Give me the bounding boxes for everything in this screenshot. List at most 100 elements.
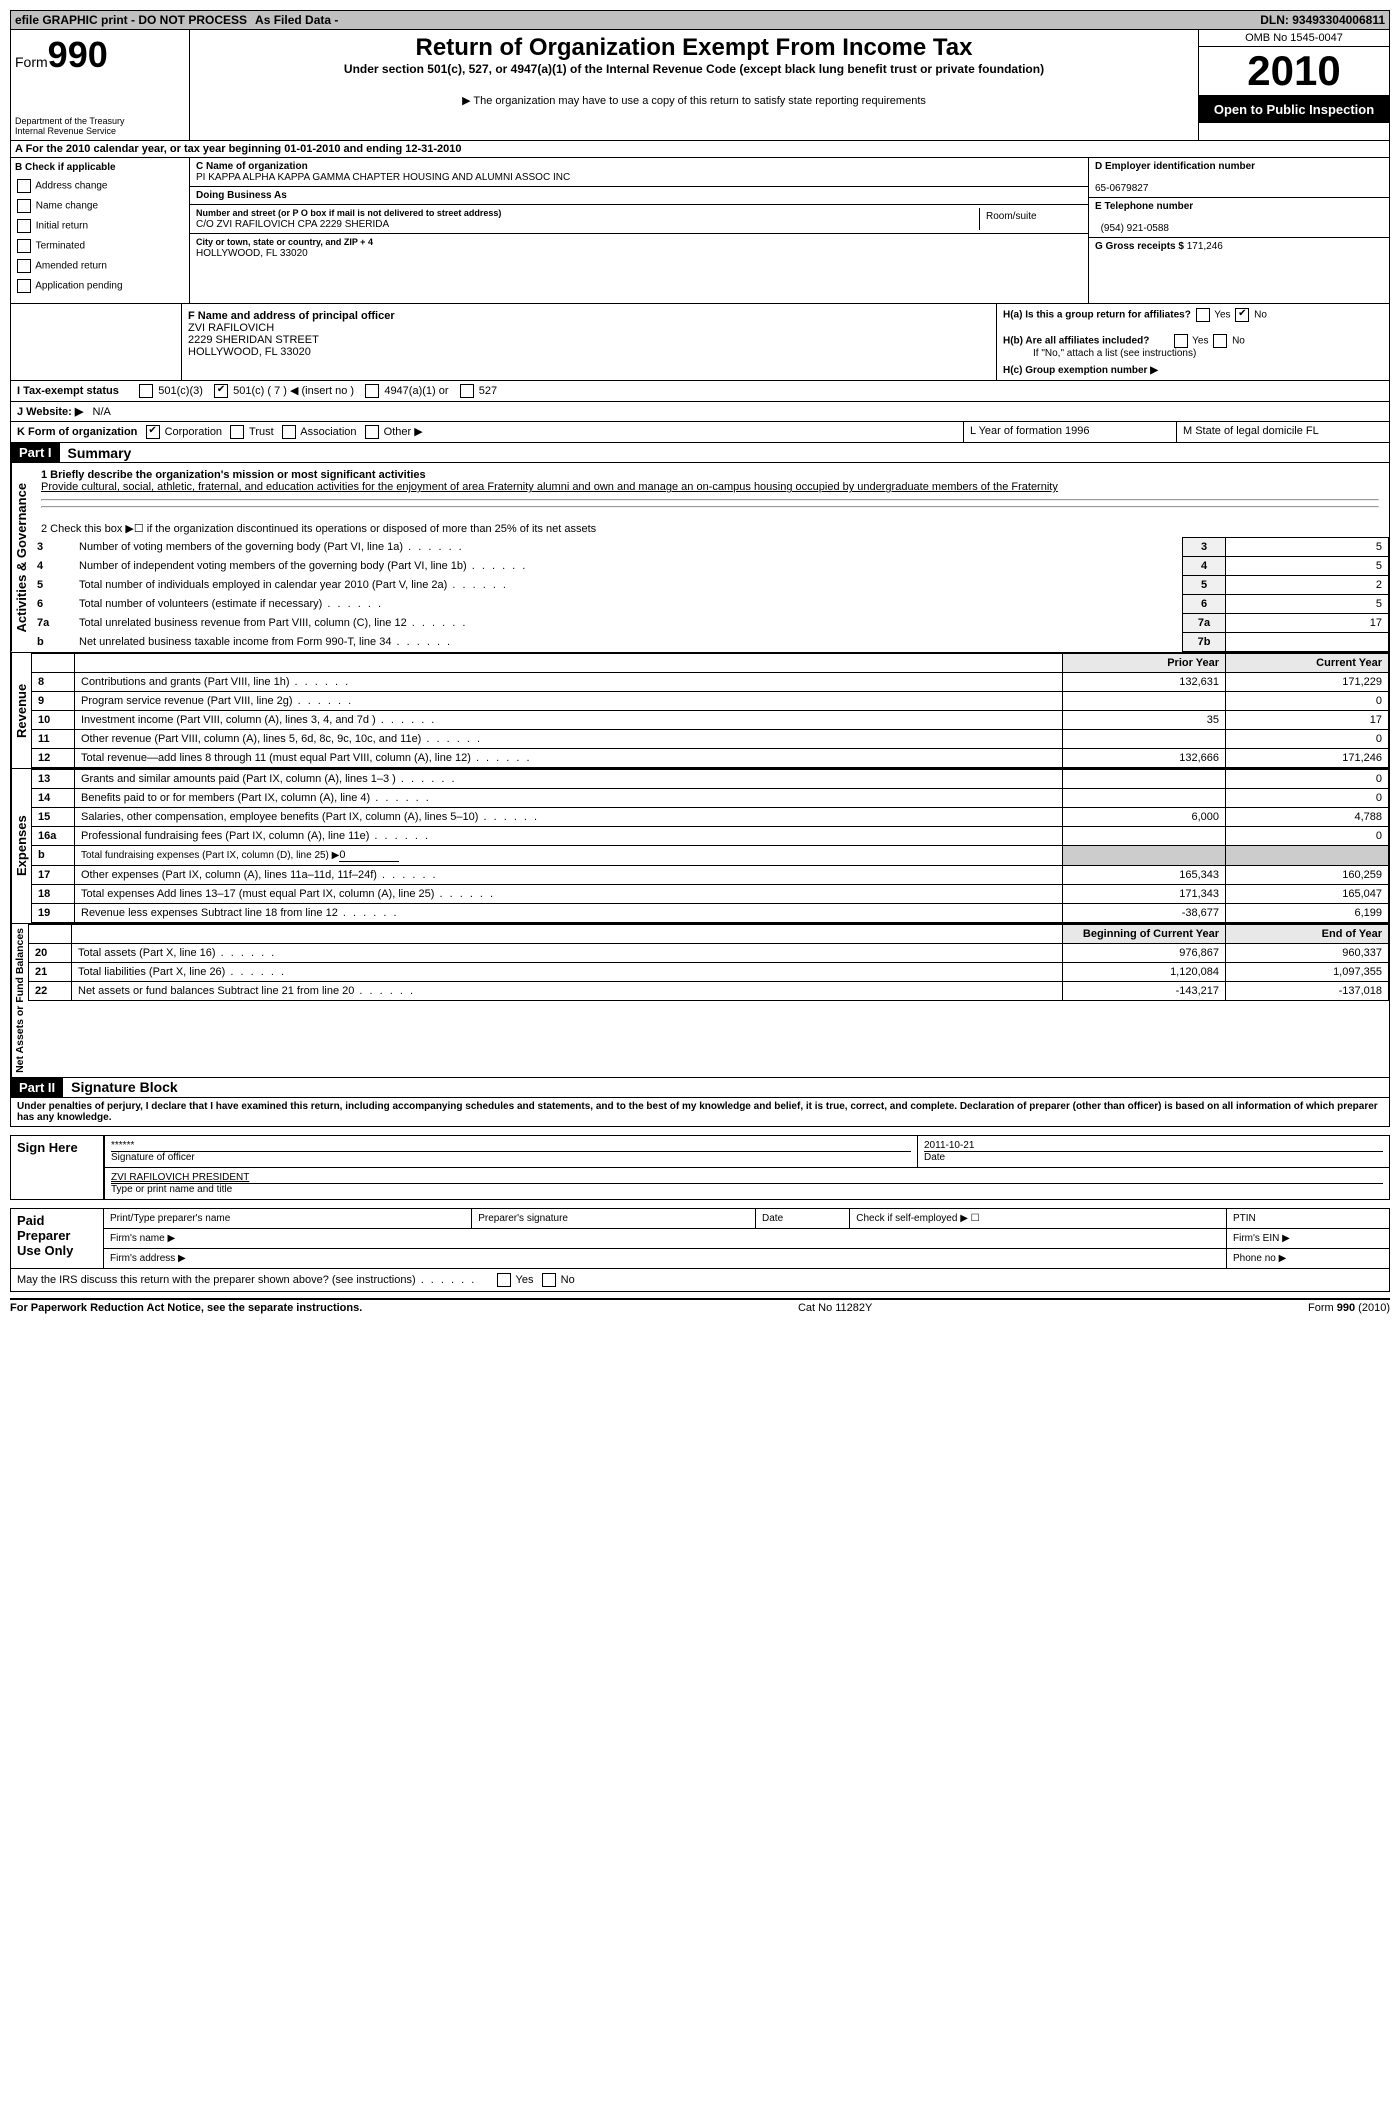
h-a-row: H(a) Is this a group return for affiliat… bbox=[1003, 308, 1383, 322]
part-1-label: Part I bbox=[11, 443, 60, 462]
checkbox[interactable] bbox=[17, 199, 31, 213]
topbar-right: DLN: 93493304006811 bbox=[1260, 13, 1385, 27]
begin-year-header: Beginning of Current Year bbox=[1063, 924, 1226, 943]
page-footer: For Paperwork Reduction Act Notice, see … bbox=[10, 1298, 1390, 1314]
firm-phone-label: Phone no ▶ bbox=[1227, 1248, 1390, 1268]
sign-here-label: Sign Here bbox=[17, 1140, 78, 1155]
part-2-title: Signature Block bbox=[63, 1079, 178, 1095]
b-check-item: Terminated bbox=[15, 239, 185, 253]
gov-row: 5Total number of individuals employed in… bbox=[31, 575, 1389, 594]
c-name-label: C Name of organization bbox=[196, 161, 308, 172]
section-b-checks: B Check if applicable Address change Nam… bbox=[11, 158, 190, 303]
sig-date: 2011-10-21 bbox=[924, 1140, 974, 1151]
gross-value: 171,246 bbox=[1187, 241, 1223, 252]
expenses-table: 13Grants and similar amounts paid (Part … bbox=[31, 769, 1389, 923]
revenue-row: 11Other revenue (Part VIII, column (A), … bbox=[32, 729, 1389, 748]
form-subtitle: Under section 501(c), 527, or 4947(a)(1)… bbox=[200, 62, 1188, 76]
h-a-no-checkbox[interactable]: ✔ bbox=[1235, 308, 1249, 322]
governance-section: Activities & Governance 1 Briefly descri… bbox=[10, 463, 1390, 653]
open-to-public: Open to Public Inspection bbox=[1199, 96, 1389, 123]
revenue-row: 10Investment income (Part VIII, column (… bbox=[32, 710, 1389, 729]
form-title: Return of Organization Exempt From Incom… bbox=[200, 34, 1188, 62]
h-a-label: H(a) Is this a group return for affiliat… bbox=[1003, 310, 1191, 321]
i-opt-checkbox[interactable] bbox=[460, 384, 474, 398]
form-header: Form990 Department of the Treasury Inter… bbox=[10, 30, 1390, 141]
mission-q: 1 Briefly describe the organization's mi… bbox=[41, 469, 426, 481]
expense-row: 15Salaries, other compensation, employee… bbox=[32, 807, 1389, 826]
k-opt-checkbox[interactable] bbox=[365, 425, 379, 439]
officer-name: ZVI RAFILOVICH bbox=[188, 322, 274, 334]
preparer-sig-label: Preparer's signature bbox=[472, 1208, 756, 1228]
k-opt-checkbox[interactable] bbox=[230, 425, 244, 439]
i-opt-checkbox[interactable]: ✔ bbox=[214, 384, 228, 398]
checkbox[interactable] bbox=[17, 219, 31, 233]
dept-irs: Internal Revenue Service bbox=[15, 126, 185, 136]
firm-ein-label: Firm's EIN ▶ bbox=[1227, 1228, 1390, 1248]
part-2-label: Part II bbox=[11, 1078, 63, 1097]
form-org-row: K Form of organization ✔ Corporation Tru… bbox=[10, 422, 1390, 443]
tax-exempt-row: I Tax-exempt status 501(c)(3) ✔ 501(c) (… bbox=[10, 381, 1390, 402]
checkbox[interactable] bbox=[17, 239, 31, 253]
omb-number: OMB No 1545-0047 bbox=[1199, 30, 1389, 47]
org-info-grid: B Check if applicable Address change Nam… bbox=[10, 158, 1390, 304]
section-a-period: A For the 2010 calendar year, or tax yea… bbox=[10, 141, 1390, 158]
phone-label: E Telephone number bbox=[1095, 201, 1193, 212]
k-opt-checkbox[interactable] bbox=[282, 425, 296, 439]
b-check-item: Amended return bbox=[15, 259, 185, 273]
org-city: HOLLYWOOD, FL 33020 bbox=[196, 248, 308, 259]
part-1-title: Summary bbox=[60, 445, 132, 461]
sig-name: ZVI RAFILOVICH PRESIDENT bbox=[111, 1172, 249, 1183]
sig-stars: ****** bbox=[111, 1140, 134, 1151]
revenue-table: Prior Year Current Year 8Contributions a… bbox=[31, 653, 1389, 768]
irs-discuss-no-checkbox[interactable] bbox=[542, 1273, 556, 1287]
expense-row: 14Benefits paid to or for members (Part … bbox=[32, 788, 1389, 807]
dept-treasury: Department of the Treasury bbox=[15, 116, 185, 126]
i-opt-checkbox[interactable] bbox=[365, 384, 379, 398]
revenue-vlabel: Revenue bbox=[11, 653, 31, 768]
form-number: 990 bbox=[48, 34, 108, 75]
efile-top-bar: efile GRAPHIC print - DO NOT PROCESS As … bbox=[10, 10, 1390, 30]
b-check-item: Name change bbox=[15, 199, 185, 213]
officer-group-row: F Name and address of principal officer … bbox=[10, 304, 1390, 381]
prior-year-header: Prior Year bbox=[1063, 653, 1226, 672]
year-formation: L Year of formation 1996 bbox=[963, 422, 1176, 442]
h-c-label: H(c) Group exemption number ▶ bbox=[1003, 365, 1158, 376]
expense-row: 16aProfessional fundraising fees (Part I… bbox=[32, 826, 1389, 845]
k-opt-checkbox[interactable]: ✔ bbox=[146, 425, 160, 439]
irs-discuss-yes-checkbox[interactable] bbox=[497, 1273, 511, 1287]
room-label: Room/suite bbox=[986, 211, 1037, 222]
h-a-yes-checkbox[interactable] bbox=[1196, 308, 1210, 322]
preparer-date-label: Date bbox=[756, 1208, 850, 1228]
expenses-section: Expenses 13Grants and similar amounts pa… bbox=[10, 769, 1390, 924]
h-b-yes-checkbox[interactable] bbox=[1174, 334, 1188, 348]
governance-vlabel: Activities & Governance bbox=[11, 463, 31, 652]
j-label: J Website: ▶ bbox=[17, 406, 83, 418]
form-label: Form bbox=[15, 54, 48, 70]
expense-row: bTotal fundraising expenses (Part IX, co… bbox=[32, 845, 1389, 865]
checkbox[interactable] bbox=[17, 179, 31, 193]
form-number-block: Form990 bbox=[15, 34, 185, 76]
topbar-mid: As Filed Data - bbox=[247, 13, 1260, 27]
h-b-note: If "No," attach a list (see instructions… bbox=[1003, 348, 1383, 359]
paid-preparer-label: Paid Preparer Use Only bbox=[17, 1213, 73, 1258]
city-label: City or town, state or country, and ZIP … bbox=[196, 237, 373, 247]
revenue-row: 9Program service revenue (Part VIII, lin… bbox=[32, 691, 1389, 710]
footer-mid: Cat No 11282Y bbox=[798, 1302, 872, 1314]
end-year-header: End of Year bbox=[1226, 924, 1389, 943]
governance-table: 3Number of voting members of the governi… bbox=[31, 537, 1389, 652]
expense-row: 13Grants and similar amounts paid (Part … bbox=[32, 769, 1389, 788]
officer-street: 2229 SHERIDAN STREET bbox=[188, 334, 319, 346]
net-assets-table: Beginning of Current Year End of Year 20… bbox=[28, 924, 1389, 1001]
h-b-no-checkbox[interactable] bbox=[1213, 334, 1227, 348]
firm-name-label: Firm's name ▶ bbox=[104, 1228, 1227, 1248]
gov-row: 7aTotal unrelated business revenue from … bbox=[31, 613, 1389, 632]
gov-row: 6Total number of volunteers (estimate if… bbox=[31, 594, 1389, 613]
checkbox[interactable] bbox=[17, 259, 31, 273]
net-row: 22Net assets or fund balances Subtract l… bbox=[29, 981, 1389, 1000]
revenue-row: 12Total revenue—add lines 8 through 11 (… bbox=[32, 748, 1389, 767]
line-2: 2 Check this box ▶☐ if the organization … bbox=[31, 520, 1389, 537]
i-opt-checkbox[interactable] bbox=[139, 384, 153, 398]
org-name: PI KAPPA ALPHA KAPPA GAMMA CHAPTER HOUSI… bbox=[196, 172, 570, 183]
checkbox[interactable] bbox=[17, 279, 31, 293]
gov-row: 3Number of voting members of the governi… bbox=[31, 537, 1389, 556]
